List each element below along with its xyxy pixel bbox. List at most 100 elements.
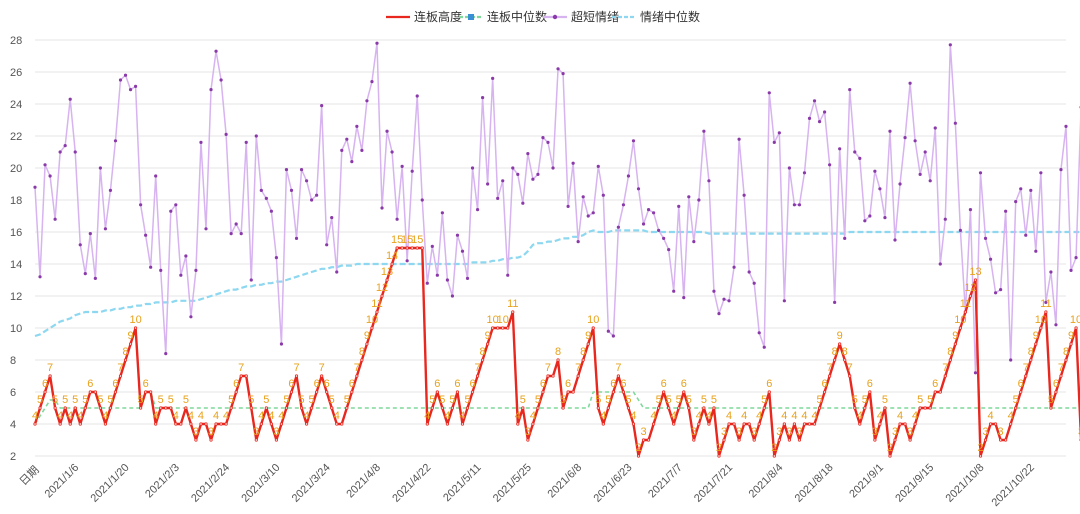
data-label: 6 [565, 378, 571, 390]
legend-item-1[interactable]: 连板中位数 [459, 9, 547, 24]
data-point [184, 406, 188, 410]
legend-item-3[interactable]: 情绪中位数 [612, 9, 700, 24]
data-label: 3 [786, 426, 792, 438]
data-point [863, 406, 867, 410]
data-point [601, 193, 605, 197]
data-point [646, 438, 651, 442]
data-point [828, 374, 832, 378]
data-point [440, 211, 444, 215]
data-label: 4 [32, 410, 38, 422]
data-label: 5 [329, 394, 335, 406]
data-label: 4 [781, 410, 787, 422]
data-point [1029, 358, 1033, 362]
data-point [355, 374, 359, 378]
data-point [958, 326, 962, 330]
data-label: 11 [371, 298, 382, 310]
data-label: 12 [376, 282, 388, 294]
data-point [817, 120, 822, 124]
data-label: 7 [942, 362, 948, 374]
data-point [98, 166, 102, 170]
data-point [1049, 270, 1053, 274]
y-tick-label: 6 [10, 387, 16, 399]
data-point [651, 422, 656, 426]
data-point [481, 96, 485, 100]
data-label: 4 [756, 410, 762, 422]
data-point [1059, 168, 1063, 172]
data-point [365, 99, 369, 103]
data-point [274, 256, 279, 260]
data-point [415, 246, 419, 250]
data-point [335, 422, 339, 426]
data-point [219, 78, 223, 82]
data-point [234, 222, 238, 226]
data-point [631, 422, 636, 426]
data-point [395, 246, 399, 250]
data-point [259, 188, 263, 192]
data-point [68, 97, 72, 101]
data-point [988, 257, 993, 261]
data-point [189, 315, 193, 319]
data-label: 6 [766, 378, 772, 390]
data-point [722, 297, 726, 301]
data-point [853, 406, 857, 410]
data-label: 5 [62, 394, 68, 406]
data-label: 7 [293, 362, 299, 374]
data-label: 5 [309, 394, 315, 406]
data-point [993, 422, 998, 426]
data-label: 5 [72, 394, 78, 406]
data-point [566, 390, 570, 394]
data-point [546, 374, 550, 378]
data-point [390, 262, 394, 266]
legend-label: 连板高度 [414, 9, 462, 24]
data-point [249, 406, 253, 410]
legend[interactable]: 连板高度 连板中位数 超短情绪 情绪中位数 [386, 9, 700, 24]
data-point [687, 406, 691, 410]
data-point [83, 406, 87, 410]
data-point [154, 174, 158, 178]
data-label: 8 [1028, 346, 1034, 358]
data-point [526, 152, 530, 156]
data-point [169, 209, 173, 213]
data-point [591, 326, 595, 330]
data-point [420, 198, 424, 202]
data-point [908, 81, 912, 85]
y-tick-label: 10 [10, 323, 22, 335]
data-point [596, 164, 600, 168]
data-point [888, 454, 892, 458]
data-point [898, 182, 902, 186]
data-point [1034, 342, 1038, 346]
data-point [68, 422, 72, 426]
data-label: 5 [158, 394, 164, 406]
data-point [787, 438, 791, 442]
data-point [174, 203, 178, 207]
data-point [299, 168, 304, 172]
data-point [797, 203, 802, 207]
x-tick-label: 2021/5/25 [491, 462, 534, 505]
data-point [521, 406, 525, 410]
data-point [677, 406, 681, 410]
data-label: 15 [411, 234, 423, 246]
data-point [712, 289, 716, 293]
data-label: 5 [520, 394, 526, 406]
data-point [169, 406, 173, 410]
legend-item-2[interactable]: 超短情绪 [543, 9, 619, 24]
data-point [355, 124, 359, 128]
data-point [1014, 200, 1018, 204]
data-point [752, 438, 756, 442]
data-point [787, 166, 791, 170]
data-point [616, 225, 620, 229]
data-point [254, 438, 258, 442]
data-point [33, 185, 37, 189]
data-point [767, 91, 771, 95]
x-tick-label: 2021/1/20 [89, 462, 132, 505]
data-label: 5 [917, 394, 923, 406]
data-point [953, 121, 957, 125]
data-point [581, 195, 585, 199]
data-label: 6 [87, 378, 93, 390]
data-point [1039, 171, 1043, 175]
legend-item-0[interactable]: 连板高度 [386, 9, 462, 24]
data-label: 9 [1033, 330, 1039, 342]
data-label: 4 [102, 410, 108, 422]
data-point [968, 294, 973, 298]
x-tick-label: 2021/3/24 [290, 462, 333, 505]
